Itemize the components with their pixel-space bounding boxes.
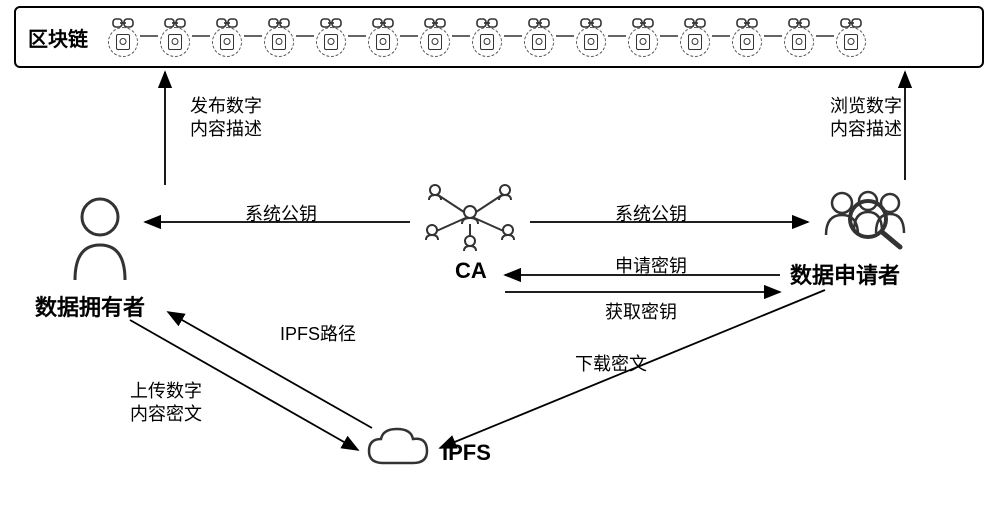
- chain-block-icon: [264, 17, 294, 57]
- chain-connector: [452, 28, 470, 46]
- chain-block-icon: [420, 17, 450, 57]
- owner-icon: [65, 195, 135, 290]
- edge-label-ca-to-applicant-2: 获取密钥: [605, 298, 677, 324]
- chain-connector: [400, 28, 418, 46]
- chain-block-icon: [628, 17, 658, 57]
- chain-connector: [244, 28, 262, 46]
- blockchain-box: 区块链: [14, 6, 984, 68]
- owner-label: 数据拥有者: [35, 290, 145, 322]
- edge-label-owner-to-chain: 发布数字内容描述: [190, 95, 262, 140]
- chain-block-icon: [680, 17, 710, 57]
- applicant-label: 数据申请者: [790, 258, 900, 290]
- edge-label-applicant-to-ca: 申请密钥: [615, 252, 687, 278]
- chain-block-icon: [836, 17, 866, 57]
- edge-label-ca-to-applicant: 系统公钥: [615, 200, 687, 226]
- edge-label-applicant-to-chain: 浏览数字内容描述: [830, 95, 902, 140]
- ca-icon: [420, 178, 520, 259]
- edge-label-ca-to-owner: 系统公钥: [245, 200, 317, 226]
- blockchain-chain-icons: [108, 17, 866, 57]
- edge-label-ipfs-to-owner: IPFS路径: [280, 320, 356, 346]
- blockchain-label: 区块链: [28, 23, 88, 52]
- chain-block-icon: [472, 17, 502, 57]
- chain-connector: [608, 28, 626, 46]
- chain-connector: [192, 28, 210, 46]
- chain-block-icon: [160, 17, 190, 57]
- chain-connector: [816, 28, 834, 46]
- chain-block-icon: [784, 17, 814, 57]
- ipfs-label: IPFS: [442, 440, 491, 466]
- chain-block-icon: [576, 17, 606, 57]
- applicant-icon: [820, 185, 912, 258]
- chain-block-icon: [212, 17, 242, 57]
- chain-connector: [556, 28, 574, 46]
- ca-label: CA: [455, 258, 487, 284]
- chain-connector: [140, 28, 158, 46]
- chain-connector: [348, 28, 366, 46]
- ipfs-cloud-icon: [365, 425, 431, 474]
- chain-connector: [296, 28, 314, 46]
- chain-block-icon: [108, 17, 138, 57]
- chain-connector: [660, 28, 678, 46]
- edge-label-applicant-to-ipfs: 下载密文: [575, 350, 647, 376]
- chain-block-icon: [524, 17, 554, 57]
- edge-label-owner-to-ipfs: 上传数字内容密文: [130, 380, 202, 425]
- chain-connector: [712, 28, 730, 46]
- chain-block-icon: [316, 17, 346, 57]
- chain-block-icon: [368, 17, 398, 57]
- chain-connector: [764, 28, 782, 46]
- chain-block-icon: [732, 17, 762, 57]
- chain-connector: [504, 28, 522, 46]
